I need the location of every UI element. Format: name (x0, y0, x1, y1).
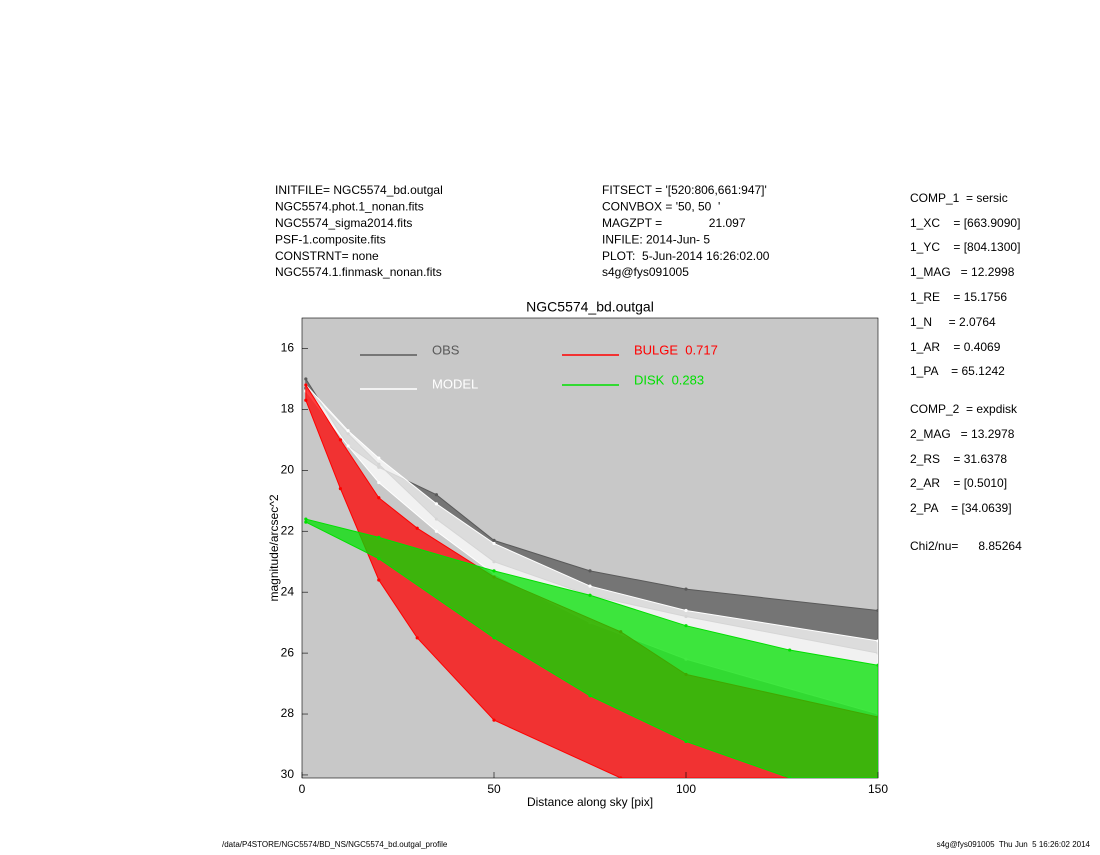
fit-parameter: 1_N = 2.0764 (910, 315, 996, 329)
header-left-line: PSF-1.composite.fits (275, 232, 386, 246)
y-tick-label: 26 (281, 645, 295, 659)
x-tick-label: 100 (676, 782, 696, 796)
profile-point (492, 541, 496, 546)
profile-point (876, 639, 878, 643)
fit-parameter: Chi2/nu= 8.85264 (910, 539, 1022, 553)
legend-label: BULGE 0.717 (634, 342, 718, 357)
profile-point (876, 608, 878, 613)
header-middle-line: FITSECT = '[520:806,661:947]' (602, 183, 767, 197)
profile-point (415, 636, 419, 640)
y-tick-label: 16 (281, 341, 295, 355)
chart-title: NGC5574_bd.outgal (526, 299, 654, 315)
footer-path: /data/P4STORE/NGC5574/BD_NS/NGC5574_bd.o… (222, 840, 448, 849)
y-tick-label: 20 (281, 462, 295, 476)
y-tick-label: 24 (281, 584, 295, 598)
profile-point (588, 593, 592, 597)
profile-point (377, 456, 381, 460)
footer-stamp: s4g@fys091005 Thu Jun 5 16:26:02 2014 (937, 840, 1091, 849)
x-tick-label: 0 (299, 782, 306, 796)
profile-point (619, 776, 623, 778)
header-left-line: INITFILE= NGC5574_bd.outgal (275, 183, 443, 197)
x-tick-label: 50 (487, 782, 501, 796)
profile-point (788, 648, 792, 652)
profile-point (377, 535, 381, 539)
fit-parameter: 1_AR = 0.4069 (910, 340, 1001, 354)
profile-band (305, 383, 878, 715)
y-axis-label: magnitude/arcsec^2 (267, 494, 281, 601)
header-middle-line: PLOT: 5-Jun-2014 16:26:02.00 (602, 249, 770, 263)
legend-label: DISK 0.283 (634, 372, 704, 387)
profile-point (377, 496, 381, 500)
header-left-line: NGC5574.1.finmask_nonan.fits (275, 265, 442, 279)
profile-point (415, 526, 419, 530)
profile-point (338, 486, 342, 491)
profile-point (346, 444, 350, 448)
legend-label: MODEL (432, 376, 478, 391)
profile-point (492, 718, 496, 722)
profile-point (588, 584, 592, 588)
fit-parameter: 1_YC = [804.1300] (910, 240, 1020, 254)
fit-parameter: COMP_1 = sersic (910, 191, 1008, 205)
x-tick-label: 150 (868, 782, 888, 796)
profile-band (305, 518, 878, 778)
profile-point (588, 694, 592, 698)
header-left-line: CONSTRNT= none (275, 249, 379, 263)
header-middle-line: MAGZPT = 21.097 (602, 216, 746, 230)
profile-point (492, 538, 496, 542)
profile-point (434, 529, 438, 533)
fit-parameter: 2_MAG = 13.2978 (910, 427, 1015, 441)
fit-parameter: 2_PA = [34.0639] (910, 501, 1012, 515)
profile-point (377, 480, 381, 485)
profile-point (304, 383, 308, 387)
profile-point (492, 569, 496, 573)
profile-point (346, 429, 350, 433)
profile-point (684, 587, 688, 591)
fit-parameter: 1_MAG = 12.2998 (910, 265, 1015, 279)
header-middle-line: s4g@fys091005 (602, 265, 689, 279)
profile-point (304, 398, 308, 402)
profile-point (304, 377, 308, 381)
fit-parameter: 2_RS = 31.6378 (910, 452, 1007, 466)
legend-label: OBS (432, 342, 460, 357)
profile-point (377, 557, 381, 561)
header-middle-line: INFILE: 2014-Jun- 5 (602, 232, 710, 246)
fit-parameter: 1_PA = 65.1242 (910, 364, 1005, 378)
header-left-line: NGC5574_sigma2014.fits (275, 216, 412, 230)
profile-point (304, 520, 308, 524)
profile-point (304, 517, 308, 521)
y-tick-label: 18 (281, 402, 295, 416)
profile-point (684, 608, 688, 613)
profile-point (377, 578, 381, 582)
fit-parameter: 1_RE = 15.1756 (910, 290, 1007, 304)
fit-parameter: COMP_2 = expdisk (910, 402, 1018, 416)
x-axis-label: Distance along sky [pix] (527, 795, 653, 809)
profile-point (684, 739, 688, 744)
y-tick-label: 28 (281, 706, 295, 720)
profile-point (492, 636, 496, 640)
profile-point (338, 438, 342, 442)
fit-parameter: 2_AR = [0.5010] (910, 476, 1007, 490)
profile-point (788, 776, 792, 778)
profile-point (684, 624, 688, 628)
plot-marks (304, 377, 878, 778)
fit-parameter: 1_XC = [663.9090] (910, 216, 1020, 230)
header-left-line: NGC5574.phot.1_nonan.fits (275, 200, 424, 214)
header-middle-line: CONVBOX = '50, 50 ' (602, 200, 720, 214)
y-tick-label: 30 (281, 767, 295, 781)
profile-point (588, 569, 592, 573)
profile-point (876, 663, 878, 667)
profile-point (434, 502, 438, 506)
profile-point (434, 493, 438, 497)
y-tick-label: 22 (281, 523, 295, 537)
